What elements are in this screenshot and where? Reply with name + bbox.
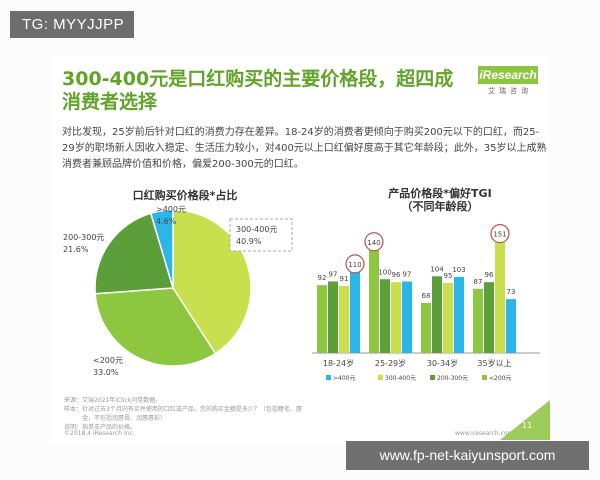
legend-swatch [378, 375, 383, 380]
bar-value-label: 103 [452, 266, 465, 274]
legend-swatch [482, 375, 487, 380]
bar-value-label: 97 [403, 270, 412, 278]
bar-value-label: 92 [318, 274, 327, 282]
logo-brand-text: iResearch [478, 66, 538, 84]
description-text: 对比发现，25岁前后针对口红的消费力存在差异。18-24岁的消费者更倾向于购买2… [62, 127, 547, 170]
pie-slice-value: 4.6% [156, 217, 177, 226]
legend-label: 300-400元 [385, 375, 416, 382]
bar-value-label: 96 [485, 271, 494, 279]
bar-value-label: 68 [422, 292, 431, 300]
channel-tag: TG: MYYJJPP [10, 11, 135, 38]
bar-value-label: 100 [378, 268, 391, 276]
bar-value-label: 151 [493, 231, 506, 239]
pie-slice-value: 33.0% [93, 368, 119, 377]
legend-swatch [430, 375, 435, 380]
source-line: 样本：针对过去3个月内有买并使用的口红或产品，您的购买金额是多少？（包括睫毛、唇 [64, 406, 302, 413]
pie-slice-label: 300-400元 [236, 225, 277, 234]
bar [339, 285, 349, 353]
bar [421, 302, 431, 353]
pie-slice-label: <200元 [93, 356, 123, 365]
source-line: 说明：指单支产品的价格。 [64, 424, 137, 431]
x-tick-label: 18-24岁 [323, 358, 354, 368]
bar-value-label: 73 [507, 288, 516, 296]
pie-slice [94, 212, 174, 295]
bar [484, 282, 494, 353]
bar-value-label: 104 [430, 265, 444, 273]
bar-value-label: 95 [444, 272, 453, 280]
bar [402, 281, 412, 353]
bar [391, 282, 401, 353]
bar [506, 299, 516, 353]
bar [328, 281, 338, 353]
bar [380, 279, 390, 353]
bar-value-label: 87 [474, 278, 483, 286]
pie-chart: 300-400元 40.9% <200元 33.0% 200-300元 21.6% >400… [63, 205, 293, 377]
bar-value-label: 97 [329, 270, 338, 278]
bar-chart-title: 产品价格段*偏好TGI [388, 187, 492, 200]
corner-decoration [500, 400, 550, 440]
bar [369, 249, 379, 353]
legend-label: 200-300元 [437, 375, 468, 382]
bar-value-label: 140 [367, 239, 380, 247]
pie-slice [94, 287, 217, 367]
page-title: 300-400元是口红购买的主要价格段，超四成消费者选择 [62, 68, 454, 113]
bar-value-label: 96 [392, 271, 401, 279]
bar [350, 271, 360, 353]
pie-slice-value: 21.6% [63, 245, 89, 254]
pie-slice [149, 209, 174, 289]
source-notes: 来源：艾瑞2021年iClick问卷数据。 样本：针对过去3个月内有买并使用的口… [64, 396, 534, 432]
x-tick-label: 30-34岁 [427, 358, 458, 368]
url-watermark[interactable]: www.fp-net-kaiyunsport.com [346, 441, 589, 470]
page-number: 11 [522, 421, 533, 430]
x-tick-label: 25-29岁 [375, 358, 406, 368]
pie-callout-box [229, 218, 293, 252]
bar-value-label: 91 [340, 275, 349, 283]
legend-label: >400元 [333, 375, 355, 382]
source-line: 来源：艾瑞2021年iClick问卷数据。 [64, 397, 162, 404]
bar [454, 277, 464, 353]
bar [473, 288, 483, 353]
bar-value-label: 110 [348, 261, 361, 269]
bar [432, 276, 442, 353]
pie-slice-value: 40.9% [236, 237, 262, 246]
highlight-circle [490, 224, 510, 244]
iresearch-logo: iResearch 艾瑞咨询 [476, 66, 542, 98]
pie-slice-label: 200-300元 [63, 233, 104, 242]
bar-chart-subtitle: （不同年龄段） [401, 200, 479, 213]
website-text: www.iresearch.com.cn [455, 430, 523, 437]
highlight-circle [345, 254, 365, 274]
pie-slice-label: >400元 [156, 205, 186, 214]
pie-chart-title: 口红购买价格段*占比 [132, 189, 238, 202]
logo-cn-text: 艾瑞咨询 [488, 87, 532, 95]
x-tick-label: 35岁以上 [477, 358, 511, 368]
highlight-circle [364, 232, 384, 252]
bar [495, 241, 505, 353]
copyright-text: ©2018.4 iResearch Inc [64, 430, 133, 437]
legend-swatch [326, 375, 331, 380]
bar [317, 285, 327, 353]
bar [443, 282, 453, 353]
source-line: 金，不包括润唇膏、润唇唇彩） [64, 415, 167, 422]
legend-label: <200元 [489, 375, 511, 382]
